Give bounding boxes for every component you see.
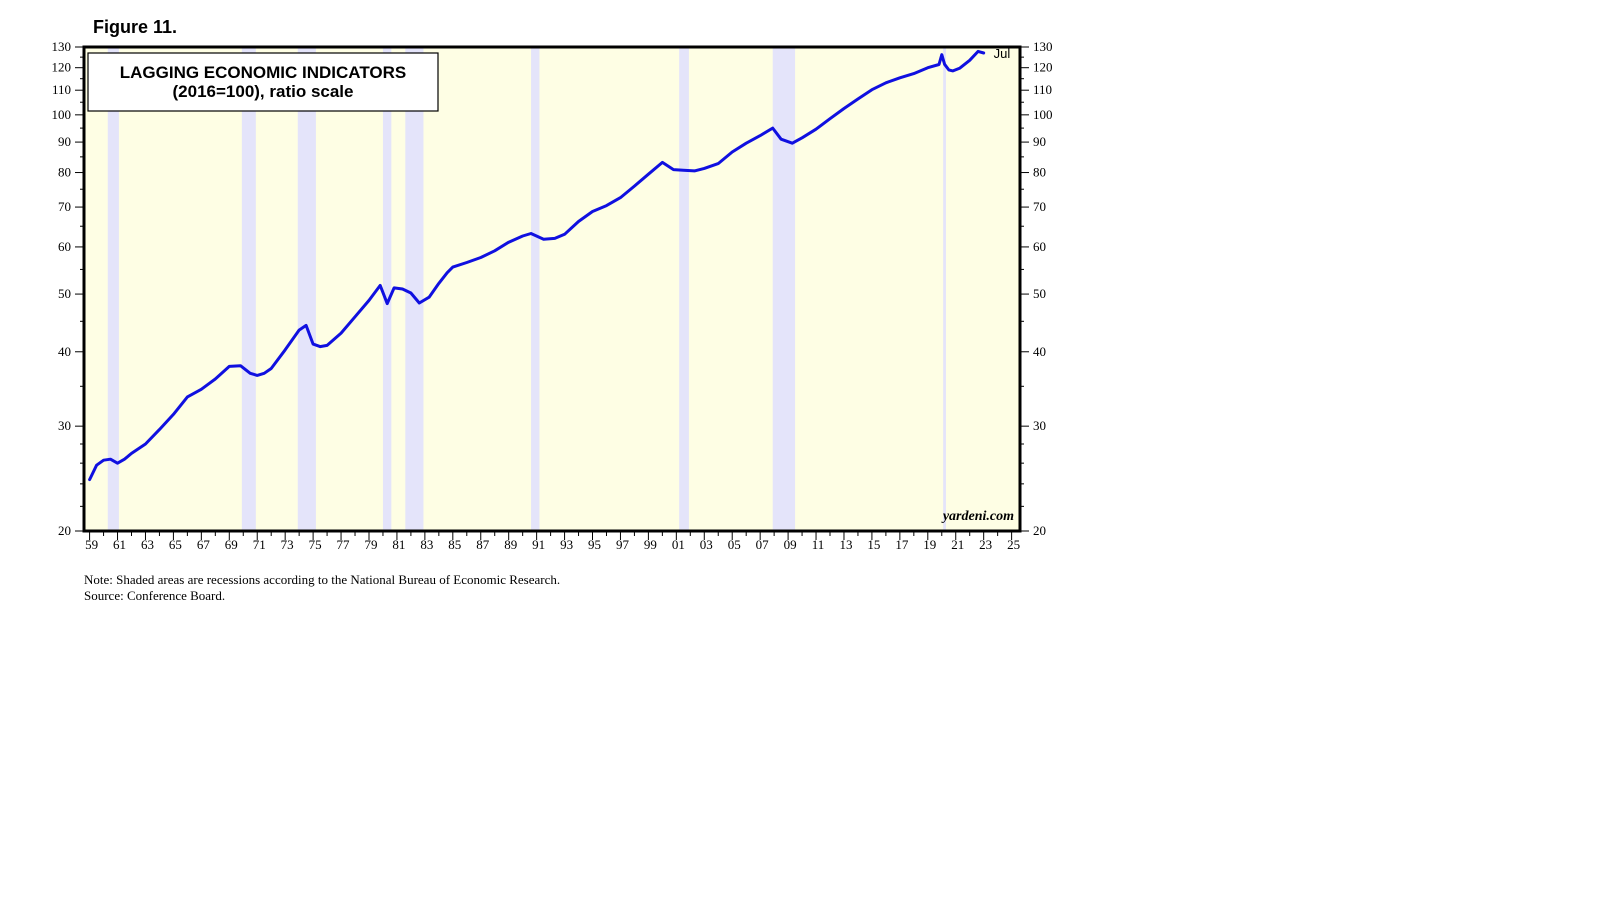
recession-band: [943, 47, 946, 531]
x-tick-label: 89: [504, 537, 517, 552]
y-tick-label-left: 90: [58, 134, 71, 149]
chart-title: LAGGING ECONOMIC INDICATORS: [120, 63, 407, 82]
y-tick-label-right: 80: [1033, 165, 1046, 180]
x-tick-label: 03: [700, 537, 713, 552]
x-tick-label: 21: [951, 537, 964, 552]
y-tick-label-left: 120: [52, 60, 72, 75]
y-tick-label-right: 90: [1033, 134, 1046, 149]
y-tick-label-left: 80: [58, 165, 71, 180]
y-tick-label-left: 50: [58, 286, 71, 301]
x-tick-label: 97: [616, 537, 630, 552]
x-tick-label: 19: [923, 537, 936, 552]
plot-frame: [82, 45, 1022, 533]
y-tick-label-right: 60: [1033, 239, 1046, 254]
recession-band: [679, 47, 689, 531]
y-tick-label-right: 70: [1033, 199, 1046, 214]
source-note: Source: Conference Board.: [84, 588, 226, 603]
recession-band: [241, 47, 256, 531]
x-tick-label: 59: [85, 537, 98, 552]
x-tick-label: 73: [281, 537, 294, 552]
recession-band: [531, 47, 540, 531]
y-tick-label-right: 50: [1033, 286, 1046, 301]
x-tick-label: 77: [337, 537, 351, 552]
y-tick-label-left: 110: [52, 82, 71, 97]
y-tick-label-right: 110: [1033, 82, 1052, 97]
x-tick-label: 07: [756, 537, 770, 552]
recession-note: Note: Shaded areas are recessions accord…: [84, 572, 561, 587]
x-tick-label: 65: [169, 537, 182, 552]
x-tick-label: 95: [588, 537, 601, 552]
chart-subtitle: (2016=100), ratio scale: [173, 82, 354, 101]
x-tick-label: 93: [560, 537, 573, 552]
recession-band: [107, 47, 119, 531]
y-tick-label-right: 20: [1033, 523, 1046, 538]
y-tick-label-left: 130: [52, 39, 72, 54]
x-tick-label: 75: [309, 537, 322, 552]
recession-shading-layer: [107, 47, 946, 531]
x-tick-label: 91: [532, 537, 545, 552]
x-tick-label: 25: [1007, 537, 1020, 552]
x-tick-label: 09: [784, 537, 797, 552]
recession-band: [772, 47, 796, 531]
footnotes: Note: Shaded areas are recessions accord…: [84, 572, 560, 604]
chart-title-box: LAGGING ECONOMIC INDICATORS (2016=100), …: [87, 52, 439, 112]
end-date-label: Jul: [994, 46, 1011, 61]
x-tick-label: 11: [812, 537, 825, 552]
x-tick-label: 15: [867, 537, 880, 552]
plot-background: [84, 47, 1020, 531]
y-tick-label-right: 100: [1033, 107, 1053, 122]
x-tick-label: 05: [728, 537, 741, 552]
recession-band: [297, 47, 316, 531]
y-tick-label-left: 30: [58, 418, 71, 433]
y-tick-label-left: 20: [58, 523, 71, 538]
x-tick-label: 69: [225, 537, 238, 552]
figure-label: Figure 11.: [93, 17, 178, 37]
y-tick-label-right: 30: [1033, 418, 1046, 433]
x-tick-label: 67: [197, 537, 211, 552]
x-tick-label: 83: [420, 537, 433, 552]
x-tick-label: 99: [644, 537, 657, 552]
y-tick-label-left: 40: [58, 344, 71, 359]
yardeni-watermark: yardeni.com: [941, 509, 1014, 524]
y-tick-label-right: 130: [1033, 39, 1053, 54]
x-tick-label: 71: [253, 537, 266, 552]
y-tick-label-left: 70: [58, 199, 71, 214]
y-tick-label-left: 100: [52, 107, 72, 122]
x-tick-label: 61: [113, 537, 126, 552]
y-tick-label-left: 60: [58, 239, 71, 254]
title-box-border: [87, 52, 439, 112]
x-tick-label: 87: [476, 537, 490, 552]
lagging-index-series-line: [88, 49, 986, 482]
recession-band: [382, 47, 392, 531]
recession-band: [405, 47, 424, 531]
x-tick-label: 63: [141, 537, 154, 552]
x-tick-label: 81: [392, 537, 405, 552]
x-tick-label: 13: [839, 537, 852, 552]
x-tick-label: 01: [672, 537, 685, 552]
x-tick-label: 85: [448, 537, 461, 552]
y-tick-label-right: 40: [1033, 344, 1046, 359]
x-tick-label: 23: [979, 537, 992, 552]
x-tick-label: 17: [895, 537, 909, 552]
y-tick-label-right: 120: [1033, 60, 1053, 75]
x-tick-label: 79: [364, 537, 377, 552]
axis-ticks-layer: 20 20 30 30 40 40 50 50 60 60 70 70 80 80 90 90 100 100 11…: [52, 39, 1053, 552]
